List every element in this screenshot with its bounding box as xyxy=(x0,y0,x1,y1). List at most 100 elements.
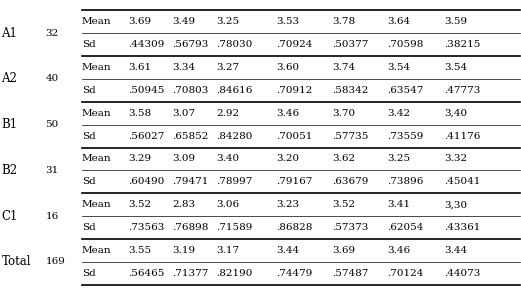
Text: 3.59: 3.59 xyxy=(444,17,467,26)
Text: .73559: .73559 xyxy=(388,132,424,140)
Text: Sd: Sd xyxy=(82,223,95,232)
Text: .63679: .63679 xyxy=(332,177,368,186)
Text: A2: A2 xyxy=(2,72,17,85)
Text: C1: C1 xyxy=(2,210,18,223)
Text: .50377: .50377 xyxy=(332,40,368,49)
Text: 16: 16 xyxy=(45,212,59,221)
Text: .56027: .56027 xyxy=(128,132,165,140)
Text: 3.60: 3.60 xyxy=(276,63,299,72)
Text: .56465: .56465 xyxy=(128,269,165,278)
Text: 3.34: 3.34 xyxy=(172,63,195,72)
Text: 31: 31 xyxy=(45,166,59,175)
Text: Mean: Mean xyxy=(82,246,111,255)
Text: Sd: Sd xyxy=(82,269,95,278)
Text: 3.78: 3.78 xyxy=(332,17,355,26)
Text: .84616: .84616 xyxy=(216,86,253,95)
Text: 3.19: 3.19 xyxy=(172,246,195,255)
Text: .71377: .71377 xyxy=(172,269,209,278)
Text: 3.06: 3.06 xyxy=(216,200,240,209)
Text: .38215: .38215 xyxy=(444,40,481,49)
Text: 3.52: 3.52 xyxy=(128,200,152,209)
Text: 169: 169 xyxy=(45,258,65,266)
Text: .71589: .71589 xyxy=(216,223,253,232)
Text: 3.44: 3.44 xyxy=(276,246,299,255)
Text: .70598: .70598 xyxy=(388,40,424,49)
Text: 3.58: 3.58 xyxy=(128,109,152,118)
Text: .73896: .73896 xyxy=(388,177,424,186)
Text: 3.46: 3.46 xyxy=(276,109,299,118)
Text: 2.83: 2.83 xyxy=(172,200,195,209)
Text: Total: Total xyxy=(2,255,31,268)
Text: Mean: Mean xyxy=(82,109,111,118)
Text: .56793: .56793 xyxy=(172,40,209,49)
Text: 32: 32 xyxy=(45,29,59,37)
Text: .50945: .50945 xyxy=(128,86,165,95)
Text: .79167: .79167 xyxy=(276,177,313,186)
Text: 3.70: 3.70 xyxy=(332,109,355,118)
Text: 3.40: 3.40 xyxy=(216,155,240,163)
Text: .57735: .57735 xyxy=(332,132,368,140)
Text: .84280: .84280 xyxy=(216,132,253,140)
Text: .79471: .79471 xyxy=(172,177,209,186)
Text: 3.61: 3.61 xyxy=(128,63,152,72)
Text: A1: A1 xyxy=(2,27,17,40)
Text: 3.52: 3.52 xyxy=(332,200,355,209)
Text: 3.20: 3.20 xyxy=(276,155,299,163)
Text: 3.29: 3.29 xyxy=(128,155,152,163)
Text: .43361: .43361 xyxy=(444,223,481,232)
Text: 3.69: 3.69 xyxy=(128,17,152,26)
Text: .70051: .70051 xyxy=(276,132,313,140)
Text: .76898: .76898 xyxy=(172,223,209,232)
Text: .70912: .70912 xyxy=(276,86,313,95)
Text: 3.25: 3.25 xyxy=(388,155,411,163)
Text: .45041: .45041 xyxy=(444,177,481,186)
Text: 3.41: 3.41 xyxy=(388,200,411,209)
Text: 3.17: 3.17 xyxy=(216,246,240,255)
Text: .44309: .44309 xyxy=(128,40,165,49)
Text: Mean: Mean xyxy=(82,63,111,72)
Text: 3.62: 3.62 xyxy=(332,155,355,163)
Text: B2: B2 xyxy=(2,164,18,177)
Text: 3.49: 3.49 xyxy=(172,17,195,26)
Text: 3,30: 3,30 xyxy=(444,200,467,209)
Text: .47773: .47773 xyxy=(444,86,481,95)
Text: .65852: .65852 xyxy=(172,132,209,140)
Text: .60490: .60490 xyxy=(128,177,165,186)
Text: 3,40: 3,40 xyxy=(444,109,467,118)
Text: 3.44: 3.44 xyxy=(444,246,467,255)
Text: .82190: .82190 xyxy=(216,269,253,278)
Text: .70803: .70803 xyxy=(172,86,209,95)
Text: .62054: .62054 xyxy=(388,223,424,232)
Text: 3.27: 3.27 xyxy=(216,63,240,72)
Text: .86828: .86828 xyxy=(276,223,313,232)
Text: Sd: Sd xyxy=(82,177,95,186)
Text: Sd: Sd xyxy=(82,40,95,49)
Text: B1: B1 xyxy=(2,118,18,131)
Text: 3.42: 3.42 xyxy=(388,109,411,118)
Text: 3.46: 3.46 xyxy=(388,246,411,255)
Text: 3.25: 3.25 xyxy=(216,17,240,26)
Text: 40: 40 xyxy=(45,74,59,83)
Text: .74479: .74479 xyxy=(276,269,313,278)
Text: 3.69: 3.69 xyxy=(332,246,355,255)
Text: .70924: .70924 xyxy=(276,40,313,49)
Text: 3.53: 3.53 xyxy=(276,17,299,26)
Text: Mean: Mean xyxy=(82,17,111,26)
Text: 3.64: 3.64 xyxy=(388,17,411,26)
Text: 3.54: 3.54 xyxy=(388,63,411,72)
Text: 3.09: 3.09 xyxy=(172,155,195,163)
Text: 3.32: 3.32 xyxy=(444,155,467,163)
Text: .78030: .78030 xyxy=(216,40,253,49)
Text: 3.55: 3.55 xyxy=(128,246,152,255)
Text: .73563: .73563 xyxy=(128,223,165,232)
Text: .70124: .70124 xyxy=(388,269,424,278)
Text: Mean: Mean xyxy=(82,155,111,163)
Text: 2.92: 2.92 xyxy=(216,109,240,118)
Text: 50: 50 xyxy=(45,120,59,129)
Text: Mean: Mean xyxy=(82,200,111,209)
Text: 3.07: 3.07 xyxy=(172,109,195,118)
Text: 3.23: 3.23 xyxy=(276,200,299,209)
Text: Sd: Sd xyxy=(82,86,95,95)
Text: Sd: Sd xyxy=(82,132,95,140)
Text: .57373: .57373 xyxy=(332,223,368,232)
